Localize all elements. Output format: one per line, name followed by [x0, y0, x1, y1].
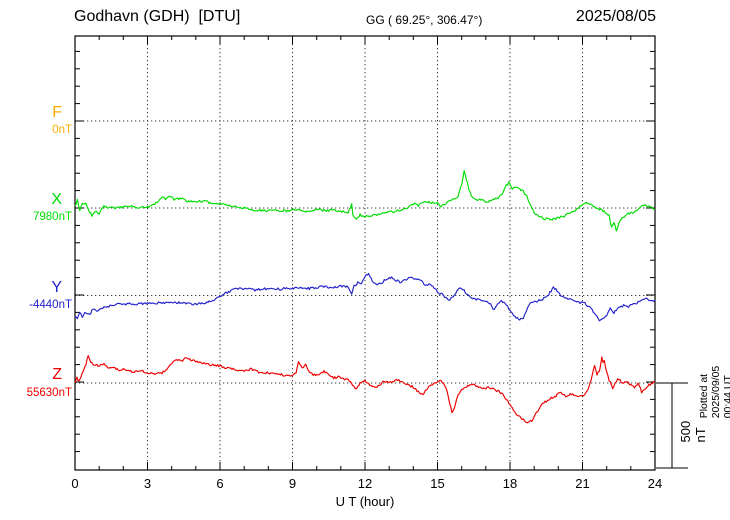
x-tick-label: 3 — [143, 476, 152, 491]
x-tick-label: 12 — [357, 476, 373, 491]
channel-baseline-value-y: -4440nT — [29, 299, 72, 311]
plot-frame — [74, 35, 656, 471]
trace-y — [74, 272, 656, 322]
x-tick-label: 18 — [502, 476, 518, 491]
station-title: Godhavn (GDH) [DTU] — [74, 8, 241, 25]
channel-letter-z: Z — [52, 366, 62, 383]
geographic-coordinates: GG ( 69.25°, 306.47°) — [366, 13, 483, 27]
axis-ticks — [75, 36, 655, 470]
x-tick-label: 21 — [575, 476, 590, 491]
x-tick-label: 6 — [216, 476, 224, 491]
channel-letter-f: F — [52, 104, 62, 121]
vertical-gridlines — [147, 36, 583, 470]
x-tick-label: 9 — [288, 476, 297, 491]
channel-baseline-value-f: 0nT — [52, 124, 72, 136]
channel-baseline-value-x: 7980nT — [32, 211, 72, 223]
plotted-at-note: Plotted at 2025/09/05 00:44 UT — [698, 365, 730, 419]
scale-bar — [656, 382, 688, 469]
plot-date: 2025/08/05 — [575, 8, 656, 25]
x-tick-label: 0 — [71, 476, 79, 491]
baseline-gridlines — [75, 120, 655, 384]
x-tick-label: 15 — [430, 476, 445, 491]
x-axis-title: U T (hour) — [335, 494, 395, 509]
trace-x — [74, 170, 656, 232]
channel-letter-y: Y — [51, 279, 62, 296]
channel-letter-x: X — [51, 191, 62, 208]
x-tick-label: 24 — [647, 476, 663, 491]
channel-baseline-value-z: 55630nT — [26, 387, 72, 399]
trace-z — [74, 355, 656, 424]
